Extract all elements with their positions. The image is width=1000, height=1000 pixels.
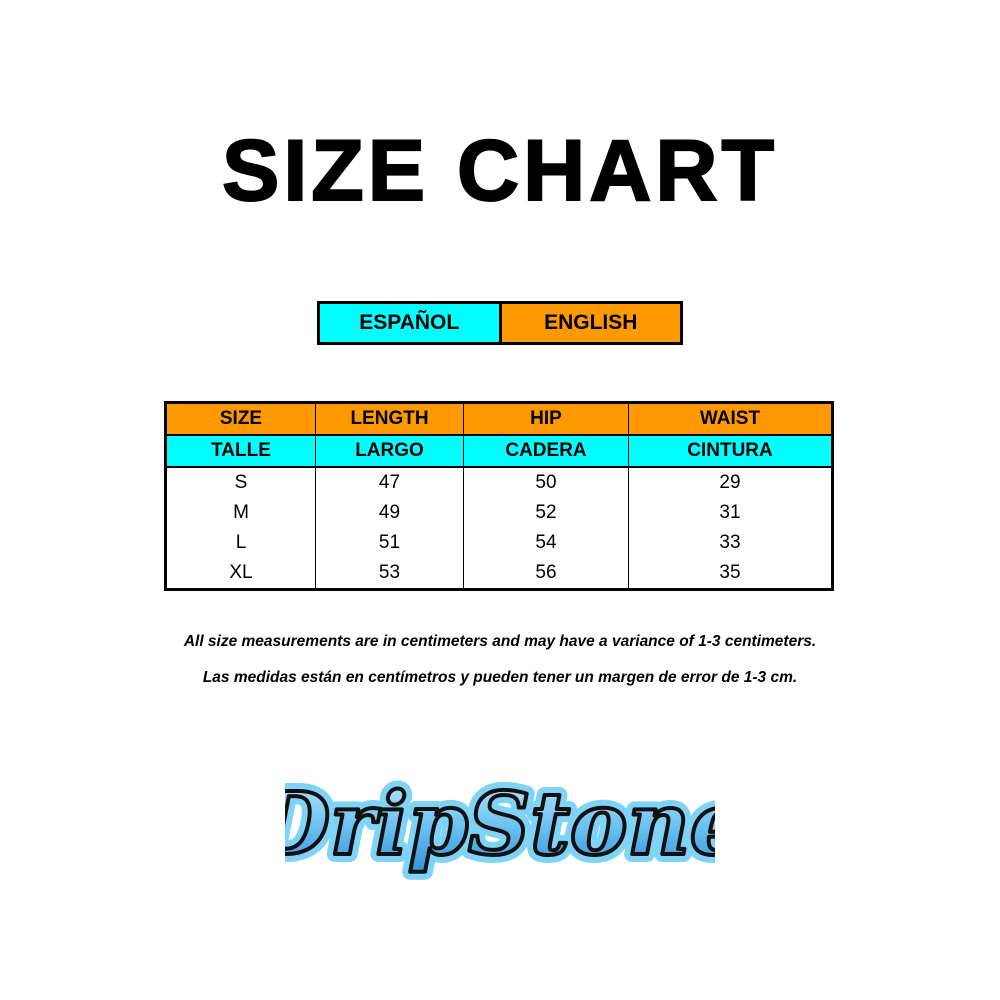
header-cell: CINTURA	[628, 435, 833, 468]
table-cell: 47	[315, 467, 464, 498]
table-cell: M	[165, 498, 316, 528]
table-cell: 49	[315, 498, 464, 528]
header-cell: TALLE	[165, 435, 316, 468]
table-cell: 52	[463, 498, 629, 528]
dripstone-logo: DripStone DripStone	[285, 766, 715, 883]
header-row-english: SIZE LENGTH HIP WAIST	[165, 402, 833, 436]
table-cell: S	[165, 467, 316, 498]
table-cell: 29	[628, 467, 833, 498]
note-spanish: Las medidas están en centímetros y puede…	[202, 669, 798, 686]
table-cell: 35	[628, 558, 833, 590]
table-cell: 51	[315, 528, 464, 558]
table-cell: L	[165, 528, 316, 558]
table-row: L 51 54 33	[165, 528, 833, 558]
table-row: M 49 52 31	[165, 498, 833, 528]
header-cell: LARGO	[315, 435, 464, 468]
header-cell: WAIST	[628, 402, 833, 436]
size-table: SIZE LENGTH HIP WAIST TALLE LARGO CADERA…	[164, 401, 834, 591]
header-cell: SIZE	[165, 402, 316, 436]
table-row: XL 53 56 35	[165, 558, 833, 590]
page-title: SIZE CHART	[221, 122, 778, 220]
note-english: All size measurements are in centimeters…	[183, 633, 817, 650]
header-cell: LENGTH	[315, 402, 464, 436]
table-cell: 31	[628, 498, 833, 528]
table-cell: 54	[463, 528, 629, 558]
header-cell: CADERA	[463, 435, 629, 468]
svg-text:DripStone: DripStone	[285, 774, 715, 875]
table-cell: 56	[463, 558, 629, 590]
language-english[interactable]: ENGLISH	[501, 304, 680, 342]
language-selector: ESPAÑOL ENGLISH	[317, 301, 683, 345]
logo-text: DripStone	[285, 774, 715, 875]
table-cell: 33	[628, 528, 833, 558]
language-spanish[interactable]: ESPAÑOL	[320, 304, 502, 342]
table-cell: 50	[463, 467, 629, 498]
header-row-spanish: TALLE LARGO CADERA CINTURA	[165, 435, 833, 468]
table-cell: 53	[315, 558, 464, 590]
table-row: S 47 50 29	[165, 467, 833, 498]
table-cell: XL	[165, 558, 316, 590]
header-cell: HIP	[463, 402, 629, 436]
